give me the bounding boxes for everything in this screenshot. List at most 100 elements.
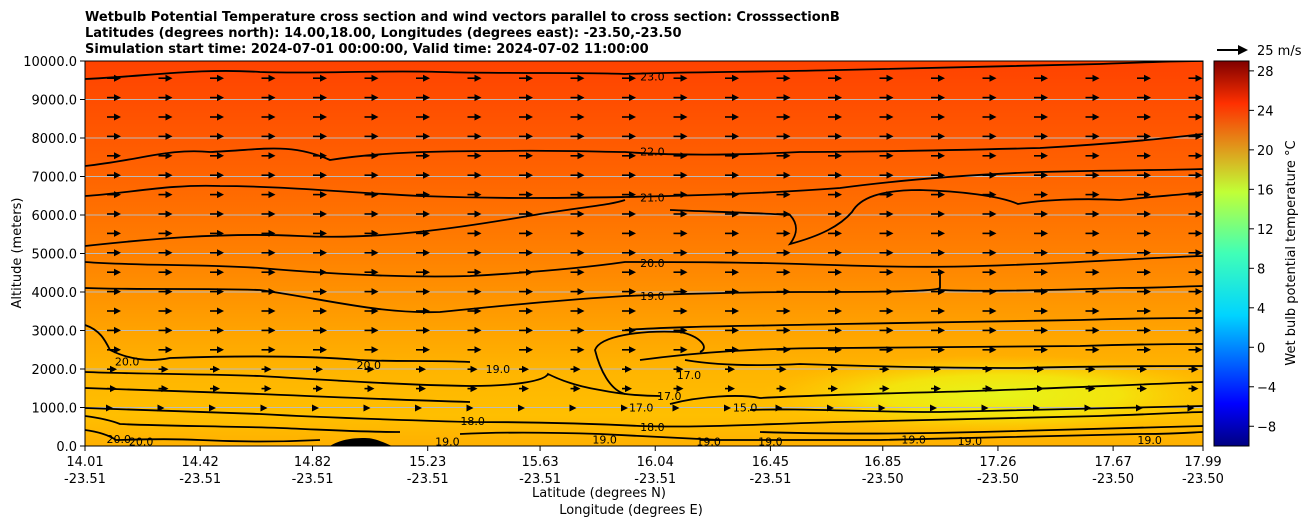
wind-arrow [467,385,478,393]
wind-arrow [982,113,997,121]
contour-label: 18.0 [640,421,665,434]
wind-arrow [982,307,997,315]
colorbar-label: Wet bulb potential temperature °C [1284,140,1299,365]
wind-arrow [1085,210,1100,218]
wind-arrow [1137,171,1151,179]
wind-arrow [1034,346,1048,354]
wind-arrow [673,171,688,179]
wind-arrow [210,268,224,276]
contour-label: 21.0 [640,192,665,205]
wind-arrow [673,94,688,102]
wind-arrow [776,191,791,199]
wind-arrow [313,94,327,102]
wind-arrow [107,113,121,121]
wind-arrow [364,152,379,160]
wind-arrow [107,152,121,160]
wind-arrow [210,191,224,199]
wind-arrow [673,132,688,140]
contour-21c [669,189,1203,246]
wind-arrow [1034,326,1048,334]
wind-arrow [828,171,842,179]
wind-arrow [364,307,379,315]
wind-arrow [519,171,533,179]
terrain-hill [330,438,392,446]
x-tick-label-lat: 16.85 [864,455,901,470]
wind-arrow [879,385,890,393]
wind-arrow [158,152,173,160]
wind-arrow [725,171,739,179]
wind-arrow [725,152,739,160]
wind-arrow [158,346,173,354]
wind-arrow [622,132,636,140]
wind-arrow [776,171,791,179]
contour-19-right [759,425,1203,435]
wind-arrow [210,113,224,121]
wind-arrow [879,365,890,373]
wind-arrow [879,346,894,354]
contour-label: 19.0 [758,435,783,448]
wind-arrow [107,268,121,276]
wind-arrow [1085,268,1100,276]
wind-arrow [210,152,224,160]
wind-arrow [107,210,121,218]
wind-arrow [416,385,426,393]
wind-arrow [519,229,533,237]
wind-arrow [879,152,894,160]
contour-label: 19.0 [435,435,460,448]
wind-arrow [775,404,783,412]
wind-arrow [107,307,121,315]
wind-arrow [261,152,276,160]
wind-arrow [1034,171,1048,179]
wind-arrow [416,210,430,218]
wind-arrow [1085,191,1100,199]
wind-arrow [622,74,636,82]
contour-label: 22.0 [640,145,665,158]
wind-arrow [622,288,636,296]
wind-arrow [210,307,224,315]
wind-arrow [828,152,842,160]
colorbar-tick-label: 20 [1257,144,1274,159]
wind-arrow [1137,152,1151,160]
contour-19-low [85,371,661,397]
wind-arrow [467,152,482,160]
wind-arrow [261,249,276,257]
wind-arrow [416,94,430,102]
wind-arrow [879,307,894,315]
wind-arrow [1188,288,1203,296]
wind-arrow [158,268,173,276]
contour-18 [85,387,471,403]
wind-arrow [416,191,430,199]
wind-arrow [364,229,379,237]
wind-arrow [776,210,791,218]
wind-arrow [776,268,791,276]
wind-arrow [1034,74,1048,82]
x-tick-label-lat: 16.04 [637,455,674,470]
wind-arrow [879,74,894,82]
wind-arrow [570,346,585,354]
contour-label: 20.0 [640,257,665,270]
wind-arrow [622,326,636,334]
wind-arrow [519,249,533,257]
wind-arrow [982,326,997,334]
wind-arrow [313,326,327,334]
wind-arrow [1137,326,1151,334]
wind-arrow [622,229,636,237]
wind-arrow [1034,152,1048,160]
wind-arrow [261,288,276,296]
y-tick-label: 3000.0 [32,325,78,340]
wind-arrow [1034,113,1048,121]
wind-arrow [931,113,945,121]
wind-arrow [313,113,327,121]
wind-arrow [570,229,585,237]
contour-lines [85,61,1203,443]
wind-arrow [261,132,276,140]
wind-arrow [312,404,319,412]
wind-arrow [931,249,945,257]
contour-label: 23.0 [640,70,665,83]
wind-arrow [570,113,585,121]
x-axis-label-2: Longitude (degrees E) [559,503,703,518]
wind-arrow [725,326,739,334]
wind-arrow [931,210,945,218]
colorbar-ticks: 28 24 20 16 12 8 4 0 −4 −8 [1249,65,1276,435]
wind-arrow [776,385,787,393]
